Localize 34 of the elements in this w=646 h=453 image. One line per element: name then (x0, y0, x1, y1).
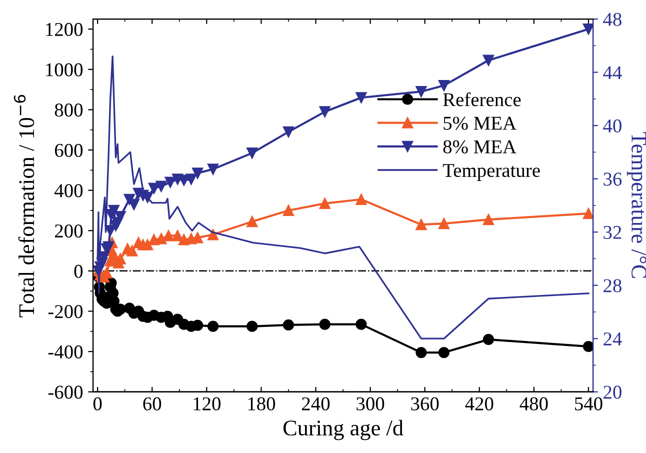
y-tick-label: 200 (54, 224, 83, 238)
y2-tick-label: 44 (603, 66, 622, 80)
x-tick-label: 0 (93, 397, 102, 410)
y-tick-label: 400 (54, 184, 83, 198)
y2-tick-label: 32 (604, 226, 622, 240)
x-tick-label: 120 (194, 397, 221, 410)
y-axis-title: Total deformation / 10$^{−6}$ (14, 94, 34, 318)
x-tick-label: 540 (575, 397, 602, 410)
y2-tick-label: 24 (604, 332, 622, 346)
x-tick-label: 300 (356, 397, 384, 410)
y-tick-label: 600 (54, 144, 83, 157)
x-tick-label: 180 (248, 397, 276, 410)
x-tick-label: 240 (302, 397, 330, 410)
y-tick-label: -600 (48, 386, 83, 399)
y-tick-label: -200 (48, 305, 83, 318)
legend-label: 8% MEA (443, 140, 516, 154)
legend-label: Temperature (442, 164, 540, 181)
x-axis-title: Curing age /d (283, 420, 404, 440)
y2-tick-label: 48 (603, 12, 622, 26)
y2-tick-label: 28 (604, 279, 622, 292)
y-tick-label: 1200 (46, 22, 83, 36)
y-tick-label: 1000 (46, 63, 83, 76)
y-tick-label: 800 (54, 104, 83, 117)
y-tick-label: -400 (48, 345, 83, 358)
y2-tick-label: 40 (603, 119, 622, 132)
legend-label: 5% MEA (444, 116, 516, 130)
x-tick-label: 360 (411, 397, 439, 410)
x-tick-label: 60 (143, 397, 162, 410)
y-tick-label: 0 (74, 264, 83, 278)
y2-tick-label: 36 (604, 172, 622, 186)
legend-label: Reference (443, 92, 521, 106)
y2-tick-label: 20 (604, 386, 622, 399)
x-tick-label: 480 (520, 397, 548, 410)
x-tick-label: 420 (465, 397, 494, 410)
